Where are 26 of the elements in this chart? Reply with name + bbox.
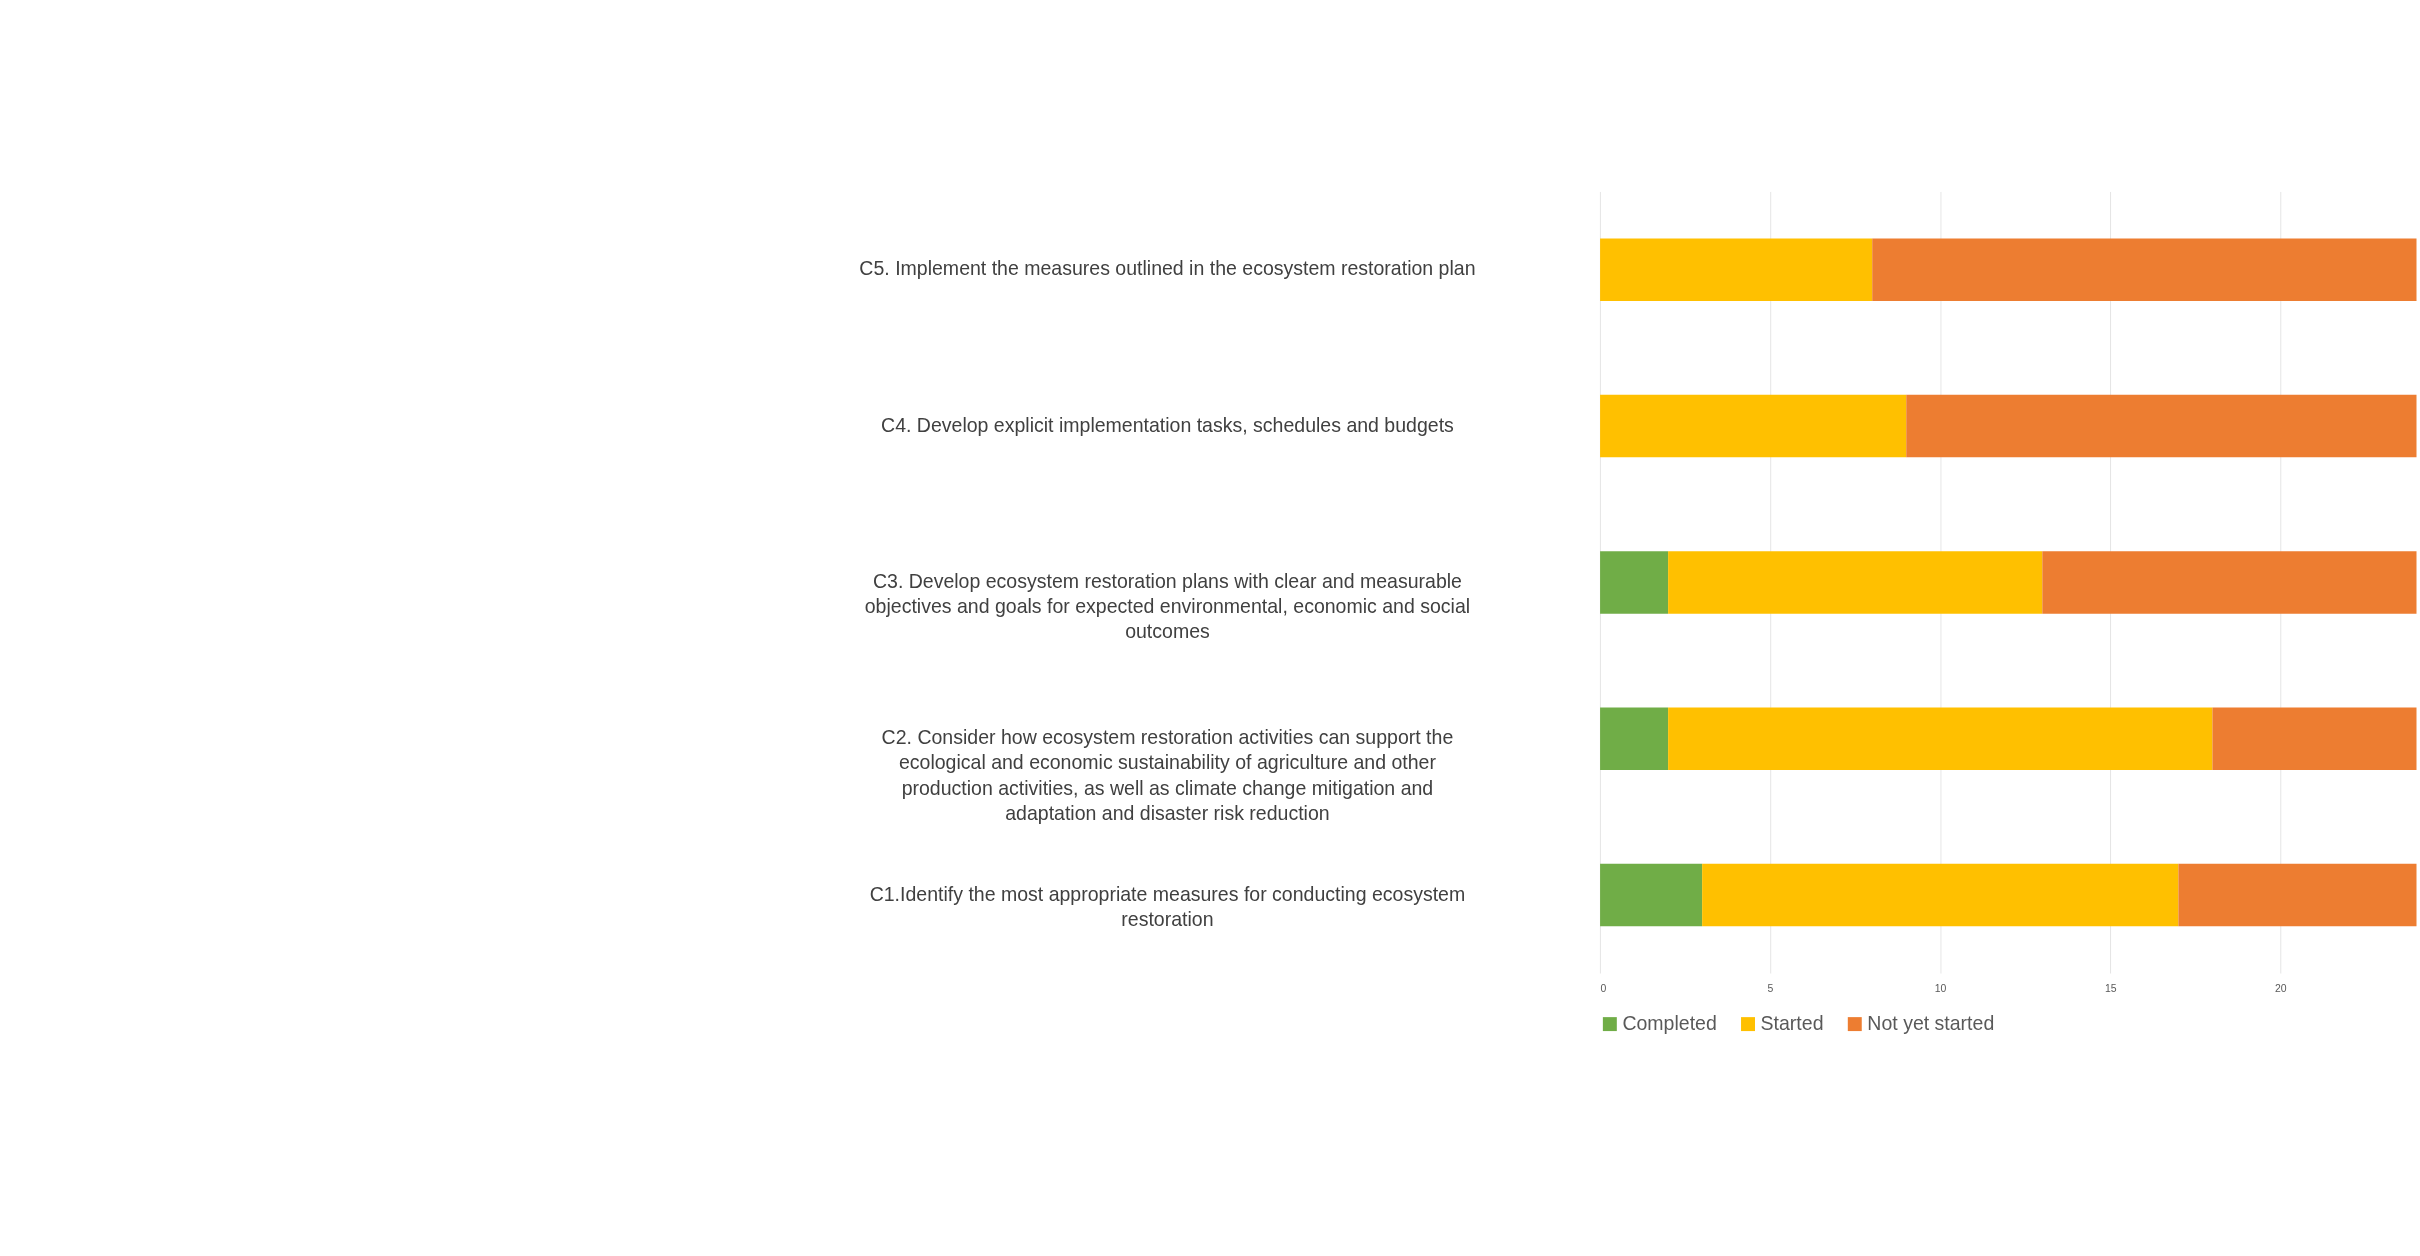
bar — [1872, 238, 2417, 302]
x-tick-label: 5 — [1767, 982, 1774, 994]
x-tick-label: 15 — [2104, 982, 2117, 994]
bar — [1600, 551, 1669, 614]
bar — [1668, 551, 2043, 614]
legend-label: Started — [1760, 1011, 1824, 1034]
y-tick-label: C3. Develop ecosystem restoration plans with clear and measurable objectives and goals for expected environmental, economic and social outcomes — [864, 569, 1471, 643]
bar — [1600, 863, 1703, 927]
legend-label: Completed — [1622, 1011, 1717, 1034]
legend-label: Not yet started — [1867, 1011, 1995, 1034]
bar — [1906, 394, 2417, 458]
bar — [1600, 707, 1669, 770]
y-tick-label: C4. Develop explicit implementation tasks, schedules and budgets — [881, 413, 1455, 436]
bar — [1668, 707, 2213, 770]
bar — [2042, 551, 2417, 614]
x-tick-label: 0 — [1600, 982, 1607, 994]
y-tick-label: C5. Implement the measures outlined in the ecosystem restoration plan — [859, 257, 1476, 280]
x-tick-label: 10 — [1934, 982, 1947, 994]
x-tick-label: 20 — [2274, 982, 2287, 994]
y-tick-label: C2. Consider how ecosystem restoration activities can support the ecological and economic sustainability of agriculture and other production activities, as well as climate change mitigation and adaptation and disaster risk reduction — [881, 726, 1454, 824]
bar — [1600, 394, 1907, 458]
bar — [1702, 863, 2179, 927]
bar — [2212, 707, 2417, 770]
bar — [1600, 238, 1873, 302]
y-tick-label: C1.Identify the most appropriate measures for conducting ecosystem restoration — [869, 882, 1466, 930]
bar — [2178, 863, 2417, 927]
